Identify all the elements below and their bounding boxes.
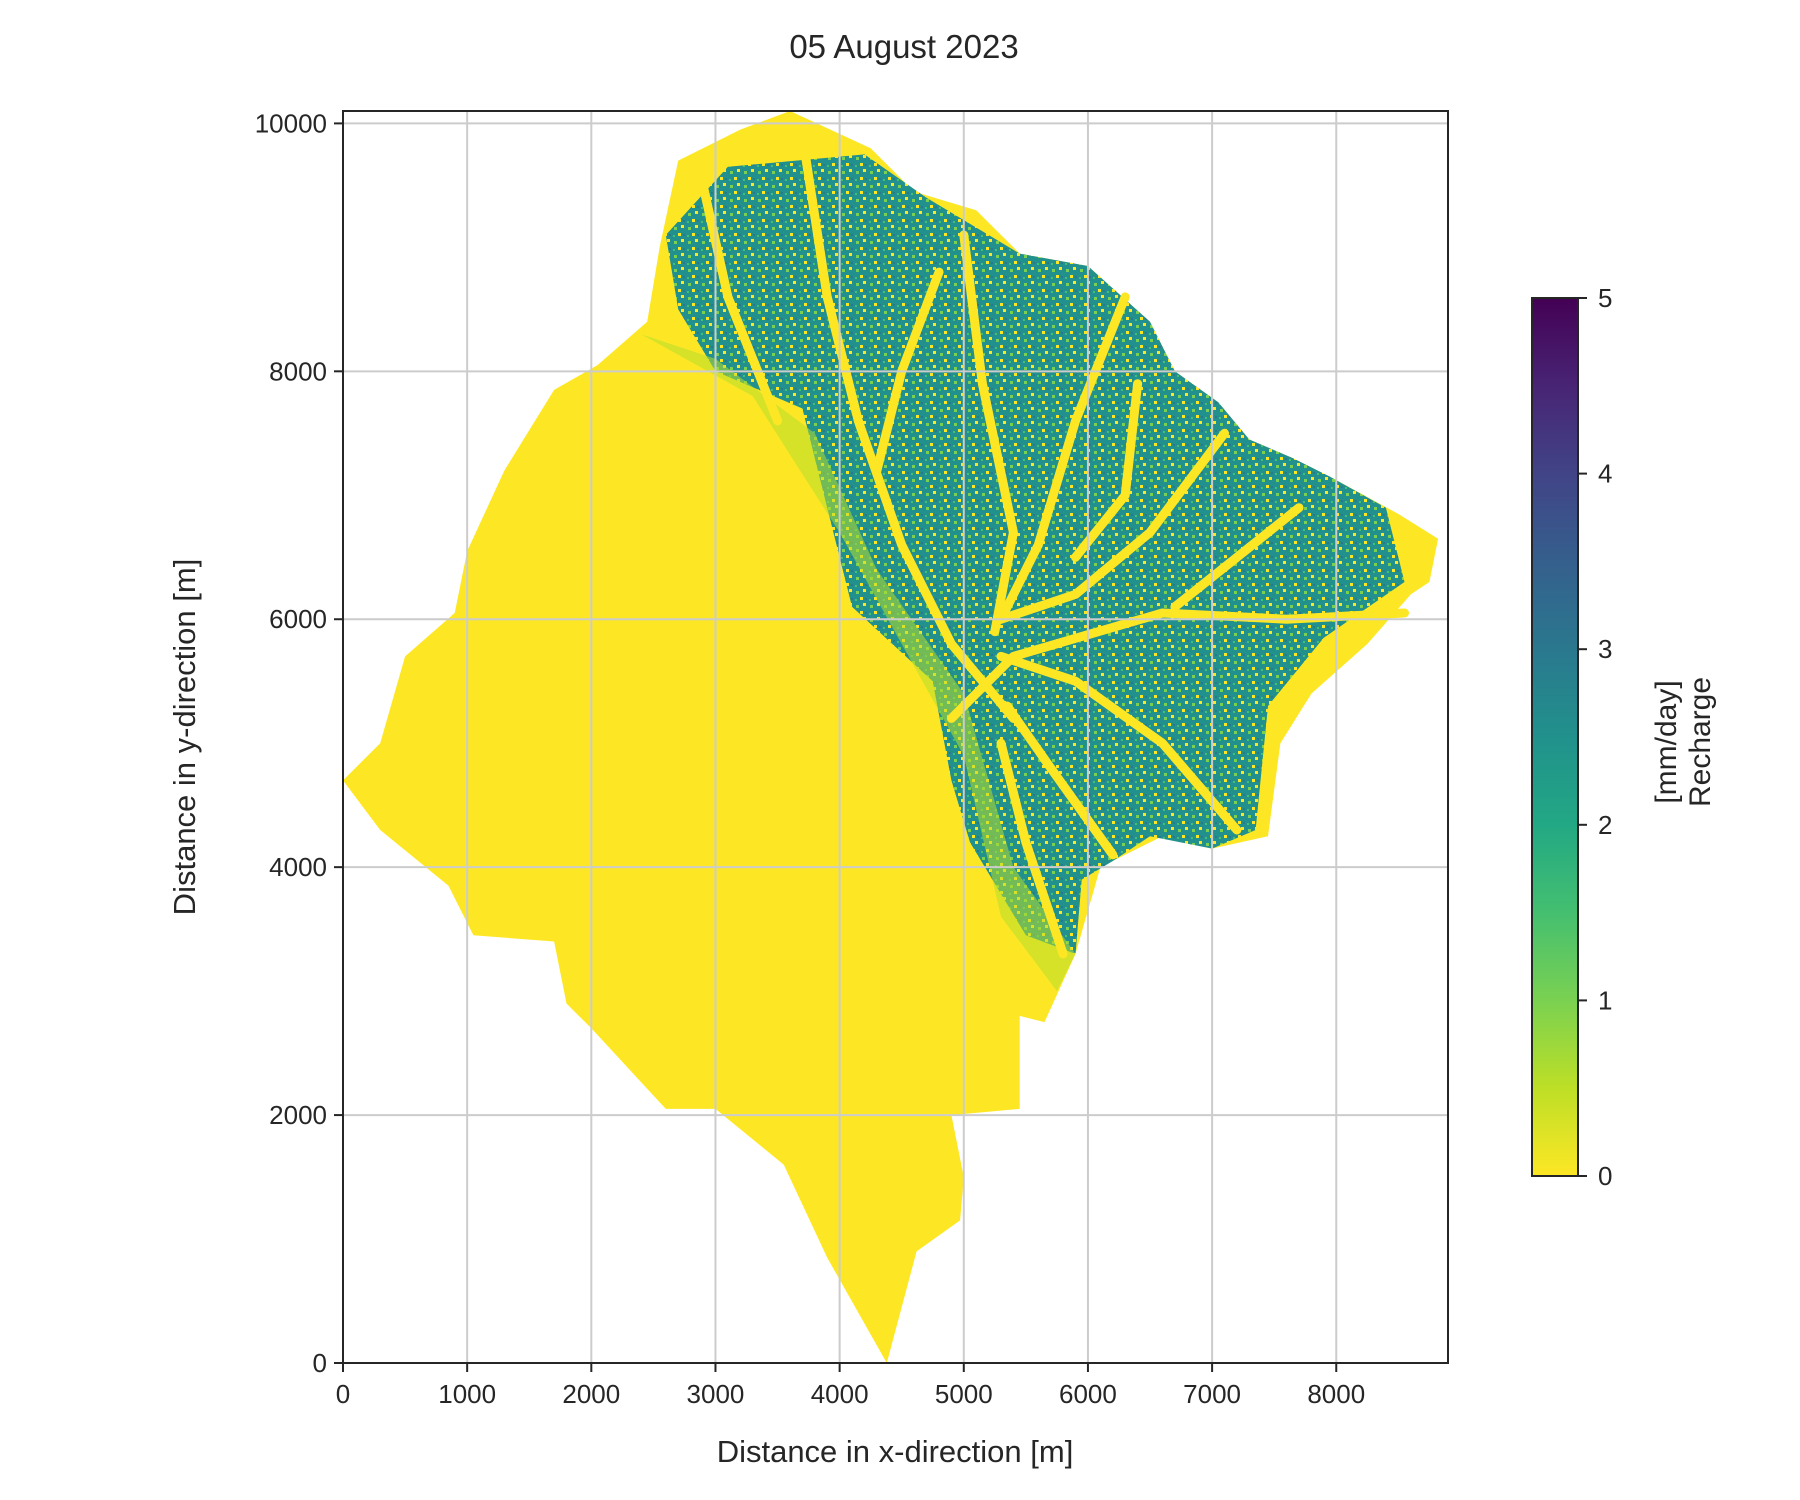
channel-11 (698, 180, 783, 426)
y-tick-label: 6000 (269, 604, 327, 634)
colorbar-gradient (1531, 297, 1579, 1177)
colorbar-tick-label: 3 (1598, 634, 1612, 664)
channel-5 (996, 651, 1242, 835)
chart-title: 05 August 2023 (789, 28, 1018, 65)
x-axis-title: Distance in x-direction [m] (717, 1434, 1074, 1469)
y-axis: 0 2000 4000 6000 8000 10000 (255, 108, 343, 1378)
grid-lines (343, 111, 1448, 1363)
channel-7 (996, 738, 1068, 959)
x-tick-label: 5000 (935, 1379, 993, 1409)
x-tick-label: 2000 (562, 1379, 620, 1409)
colorbar: 0 1 2 3 4 5 Recharge [mm/day] (1531, 283, 1717, 1191)
channel-4 (946, 608, 1409, 723)
channel-9 (1071, 379, 1143, 562)
y-tick-label: 2000 (269, 1100, 327, 1130)
channel-0 (797, 131, 1018, 723)
colorbar-tick-label: 0 (1598, 1161, 1612, 1191)
plot-frame (342, 110, 1449, 1364)
recharge-raster (343, 111, 1439, 1363)
recharge-zone-1 (641, 334, 1076, 992)
x-axis: 0 1000 2000 3000 4000 5000 6000 7000 8000 (336, 1363, 1365, 1409)
x-tick-label: 1000 (438, 1379, 496, 1409)
colorbar-tick-label: 4 (1598, 459, 1612, 489)
x-tick-label: 0 (336, 1379, 350, 1409)
y-tick-label: 10000 (255, 108, 327, 138)
channel-3 (996, 428, 1229, 624)
x-tick-label: 3000 (687, 1379, 745, 1409)
x-tick-label: 4000 (811, 1379, 869, 1409)
x-tick-label: 8000 (1307, 1379, 1365, 1409)
colorbar-tick-label: 5 (1598, 283, 1612, 313)
x-tick-label: 7000 (1183, 1379, 1241, 1409)
channel-2 (996, 292, 1130, 624)
y-tick-label: 0 (313, 1348, 327, 1378)
channel-6 (1002, 701, 1118, 860)
colorbar-label-line1: Recharge (1684, 677, 1717, 807)
colorbar-tick-label: 2 (1598, 810, 1612, 840)
x-tick-label: 6000 (1059, 1379, 1117, 1409)
colorbar-label-line2: [mm/day] (1650, 680, 1683, 803)
y-tick-label: 4000 (269, 852, 327, 882)
channel-10 (1170, 503, 1304, 612)
colorbar-ticks: 0 1 2 3 4 5 (1578, 283, 1612, 1191)
colorbar-tick-label: 1 (1598, 985, 1612, 1015)
y-axis-title: Distance in y-direction [m] (167, 559, 202, 916)
channel-1 (959, 230, 1018, 637)
y-tick-label: 8000 (269, 356, 327, 386)
